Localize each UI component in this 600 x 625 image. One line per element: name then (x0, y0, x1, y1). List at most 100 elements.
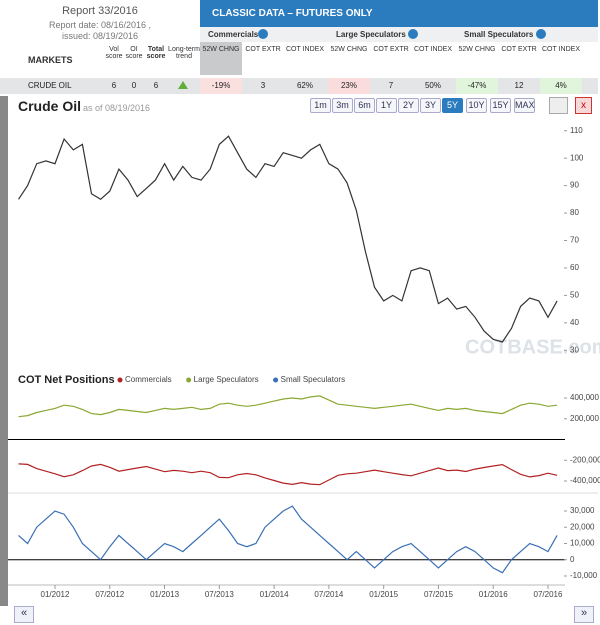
score-cell: 6 (111, 81, 117, 90)
sub-header: COT EXTR (373, 46, 409, 53)
y-tick-label: 40 (570, 318, 579, 327)
score-header: Long-term trend (168, 46, 200, 60)
sub-header: 52W CHNG (330, 46, 368, 53)
table-cell: 23% (328, 78, 370, 94)
score-header: Vol score (105, 46, 123, 60)
x-tick-label: 01/2013 (150, 590, 179, 599)
legend-marker (273, 377, 279, 383)
range-button[interactable]: 1m (310, 98, 331, 113)
data-row (0, 78, 598, 94)
table-cell: 50% (424, 81, 441, 90)
score-header: OI score (125, 46, 143, 60)
y-tick-label: -200,000 (570, 455, 600, 464)
cot-line (18, 505, 558, 574)
legend-label: Commercials (125, 375, 172, 384)
legend-label: Small Speculators (281, 375, 345, 384)
range-button[interactable]: 3m (332, 98, 353, 113)
x-tick-label: 01/2015 (369, 590, 398, 599)
range-button[interactable]: 5Y (442, 98, 463, 113)
x-tick-label: 01/2016 (479, 590, 508, 599)
group-row (200, 27, 598, 42)
chart-title: Crude Oil (18, 98, 82, 114)
banner (200, 0, 598, 27)
y-tick-label: 90 (570, 181, 579, 190)
y-tick-label: 400,000 (570, 393, 599, 402)
legend-marker (117, 377, 123, 383)
sub-header: 52W CHNG (202, 46, 240, 53)
score-cell: 6 (153, 81, 159, 90)
sub-header: COT INDEX (286, 46, 324, 53)
y-tick-label: 70 (570, 236, 579, 245)
table-cell: 12 (514, 81, 524, 90)
range-button[interactable]: 10Y (466, 98, 487, 113)
group-label: Commercials (208, 30, 259, 39)
score-header: Total score (146, 46, 166, 60)
help-icon (536, 29, 546, 39)
x-tick-label: 07/2016 (534, 590, 563, 599)
range-button[interactable]: MAX (514, 98, 535, 113)
y-tick-label: -400,000 (570, 476, 600, 485)
sub-header: COT INDEX (542, 46, 580, 53)
x-tick-label: 07/2014 (314, 590, 343, 599)
watermark: COTBASE.com (465, 336, 600, 358)
x-tick-label: 01/2012 (41, 590, 70, 599)
help-icon (258, 29, 268, 39)
legend-marker (186, 377, 192, 383)
table-cell: 62% (296, 81, 313, 90)
sub-header: COT INDEX (414, 46, 452, 53)
range-button[interactable]: 2Y (398, 98, 419, 113)
table-cell: -47% (456, 78, 498, 94)
report-issued: issued: 08/19/2016 (61, 31, 139, 41)
table-cell: 7 (388, 81, 394, 90)
cot-title: COT Net Positions (18, 374, 115, 386)
table-cell: 3 (260, 81, 266, 90)
legend-label: Large Speculators (194, 375, 259, 384)
x-tick-label: 07/2013 (205, 590, 234, 599)
range-button[interactable]: 6m (354, 98, 375, 113)
trend-arrow (178, 81, 188, 89)
x-tick-label: 07/2015 (424, 590, 453, 599)
selected-column (200, 42, 242, 75)
score-cell: 0 (131, 81, 137, 90)
sub-header: COT EXTR (245, 46, 281, 53)
group-label: Small Speculators (464, 30, 534, 39)
print-button[interactable] (549, 97, 568, 114)
sub-header: 52W CHNG (458, 46, 496, 53)
next-page[interactable]: » (574, 606, 594, 623)
report-title: Report 33/2016 (62, 5, 138, 17)
market-name: CRUDE OIL (28, 81, 72, 90)
x-tick-label: 01/2014 (260, 590, 289, 599)
markets-label: MARKETS (28, 55, 73, 65)
as-of: as of 08/19/2016 (83, 103, 151, 113)
y2-tick-label: 10,000 (570, 539, 595, 548)
y-tick-label: 50 (570, 290, 579, 299)
table-cell: 4% (540, 78, 582, 94)
y-tick-label: 100 (570, 153, 584, 162)
side-bar (0, 96, 8, 606)
y2-tick-label: -10,000 (570, 571, 598, 580)
sub-header: COT EXTR (501, 46, 537, 53)
range-button[interactable]: 1Y (376, 98, 397, 113)
cot-line (18, 463, 558, 486)
y-tick-label: 200,000 (570, 414, 599, 423)
y-tick-label: 80 (570, 208, 579, 217)
close-button[interactable]: x (575, 97, 592, 114)
table-cell: -19% (200, 78, 242, 94)
report-date: Report date: 08/16/2016 , (48, 20, 152, 30)
y2-tick-label: 0 (570, 555, 575, 564)
range-button[interactable]: 15Y (490, 98, 511, 113)
y-tick-label: 60 (570, 263, 579, 272)
group-label: Large Speculators (336, 30, 406, 39)
prev-page[interactable]: « (14, 606, 34, 623)
y-tick-label: 110 (570, 126, 583, 135)
price-line (18, 135, 558, 343)
x-tick-label: 07/2012 (95, 590, 124, 599)
help-icon (408, 29, 418, 39)
y2-tick-label: 20,000 (570, 522, 595, 531)
banner-title: CLASSIC DATA – FUTURES ONLY (212, 8, 373, 19)
cot-line (18, 395, 558, 418)
y2-tick-label: 30,000 (570, 506, 595, 515)
range-button[interactable]: 3Y (420, 98, 441, 113)
